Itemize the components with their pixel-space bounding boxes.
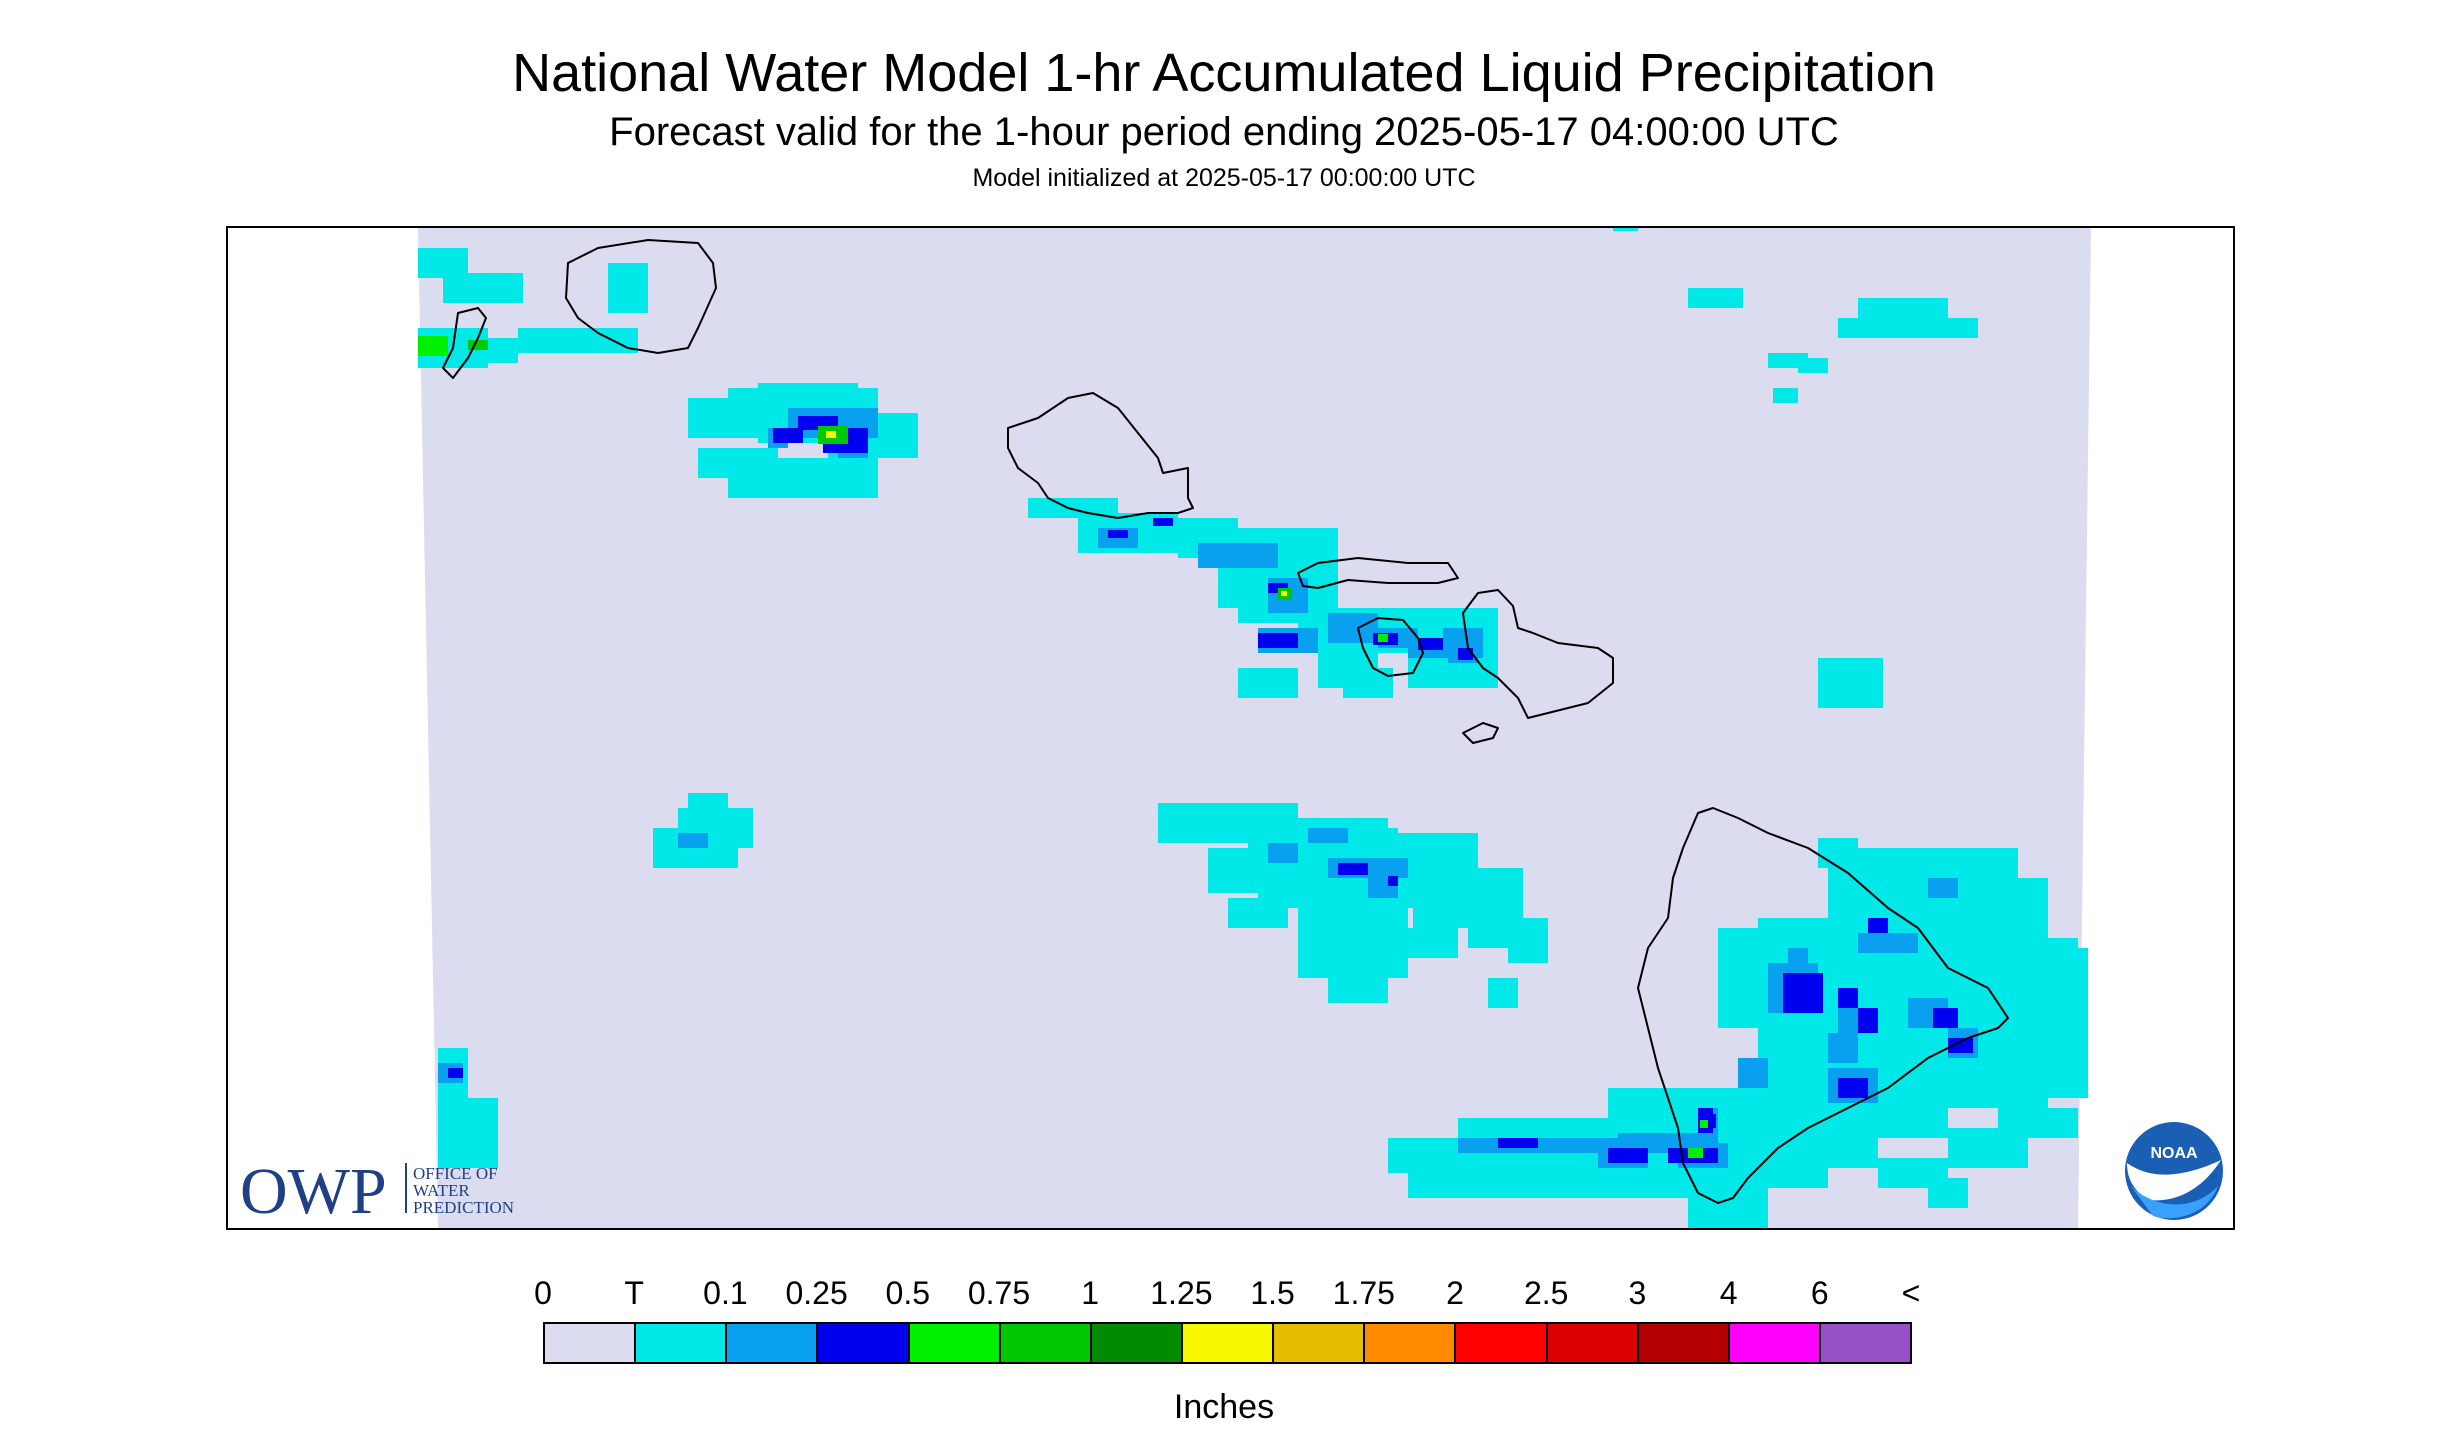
legend-swatch (1456, 1324, 1548, 1362)
legend-label: 0.75 (967, 1275, 1031, 1311)
legend-label: < (1901, 1275, 1921, 1311)
legend-swatch (727, 1324, 819, 1362)
legend-swatch (818, 1324, 910, 1362)
legend-swatch (1365, 1324, 1457, 1362)
niihau-island (442, 307, 487, 379)
legend-swatch (909, 1324, 1001, 1362)
lanai-island (1357, 617, 1424, 677)
molokai-island (1297, 557, 1459, 589)
legend-label: 1.25 (1150, 1275, 1213, 1311)
legend-label: 6 (1810, 1275, 1829, 1311)
legend-swatch (1091, 1324, 1183, 1362)
legend-label: 1.75 (1332, 1275, 1395, 1311)
legend-swatch (545, 1324, 637, 1362)
legend-swatch (1547, 1324, 1639, 1362)
legend-swatch (1729, 1324, 1821, 1362)
hawaii-island (1637, 807, 2009, 1204)
legend-swatch (1000, 1324, 1092, 1362)
noaa-logo: NOAA (2125, 1122, 2223, 1220)
owp-line-2: WATER (413, 1181, 470, 1200)
legend-swatch (1820, 1324, 1911, 1362)
legend-label: 0.25 (785, 1275, 848, 1311)
island-outlines (442, 239, 2009, 1204)
legend-labels: 0 T 0.1 0.25 0.5 0.75 1 1.25 1.5 1.75 2 2.5 3 4 6 < (0, 1275, 2448, 1315)
precipitation-map: OWP OFFICE OF WATER PREDICTION NOAA (240, 228, 2223, 1228)
color-legend (543, 1322, 1912, 1364)
legend-label: 0 (534, 1275, 552, 1311)
init-time: Model initialized at 2025-05-17 00:00:00… (972, 164, 1476, 192)
legend-label: T (624, 1275, 644, 1311)
legend-swatch (1274, 1324, 1366, 1362)
legend-swatch (1182, 1324, 1275, 1362)
map-subtitle: Forecast valid for the 1-hour period end… (609, 110, 1839, 154)
legend-swatch (1638, 1324, 1730, 1362)
legend-label: 0.1 (703, 1275, 748, 1311)
maui-island (1462, 589, 1614, 719)
precip-heavy-areas (418, 336, 1708, 1158)
map-panel: OWP OFFICE OF WATER PREDICTION NOAA (226, 226, 2235, 1230)
kahoolawe-island (1462, 722, 1499, 744)
kauai-island (565, 239, 717, 354)
oahu-island (1007, 392, 1194, 519)
owp-line-3: PREDICTION (413, 1198, 514, 1217)
legend-swatch (636, 1324, 728, 1362)
noaa-logo-text: NOAA (2150, 1145, 2198, 1162)
map-title: National Water Model 1-hr Accumulated Li… (512, 43, 1936, 103)
legend-label: 0.5 (885, 1275, 931, 1311)
legend-label: 3 (1628, 1275, 1647, 1311)
legend-label: 2 (1446, 1275, 1464, 1311)
legend-units: Inches (1173, 1388, 1275, 1426)
owp-line-1: OFFICE OF (413, 1164, 498, 1183)
legend-label: 1 (1081, 1275, 1100, 1311)
owp-logo: OWP OFFICE OF WATER PREDICTION (240, 1155, 514, 1228)
legend-label: 4 (1719, 1275, 1738, 1311)
noaa-logo-bird (2127, 1160, 2221, 1201)
legend-label: 1.5 (1250, 1275, 1295, 1311)
noaa-logo-wave (2131, 1186, 2218, 1219)
legend-label: 2.5 (1523, 1275, 1569, 1311)
owp-mark: OWP (240, 1155, 387, 1228)
